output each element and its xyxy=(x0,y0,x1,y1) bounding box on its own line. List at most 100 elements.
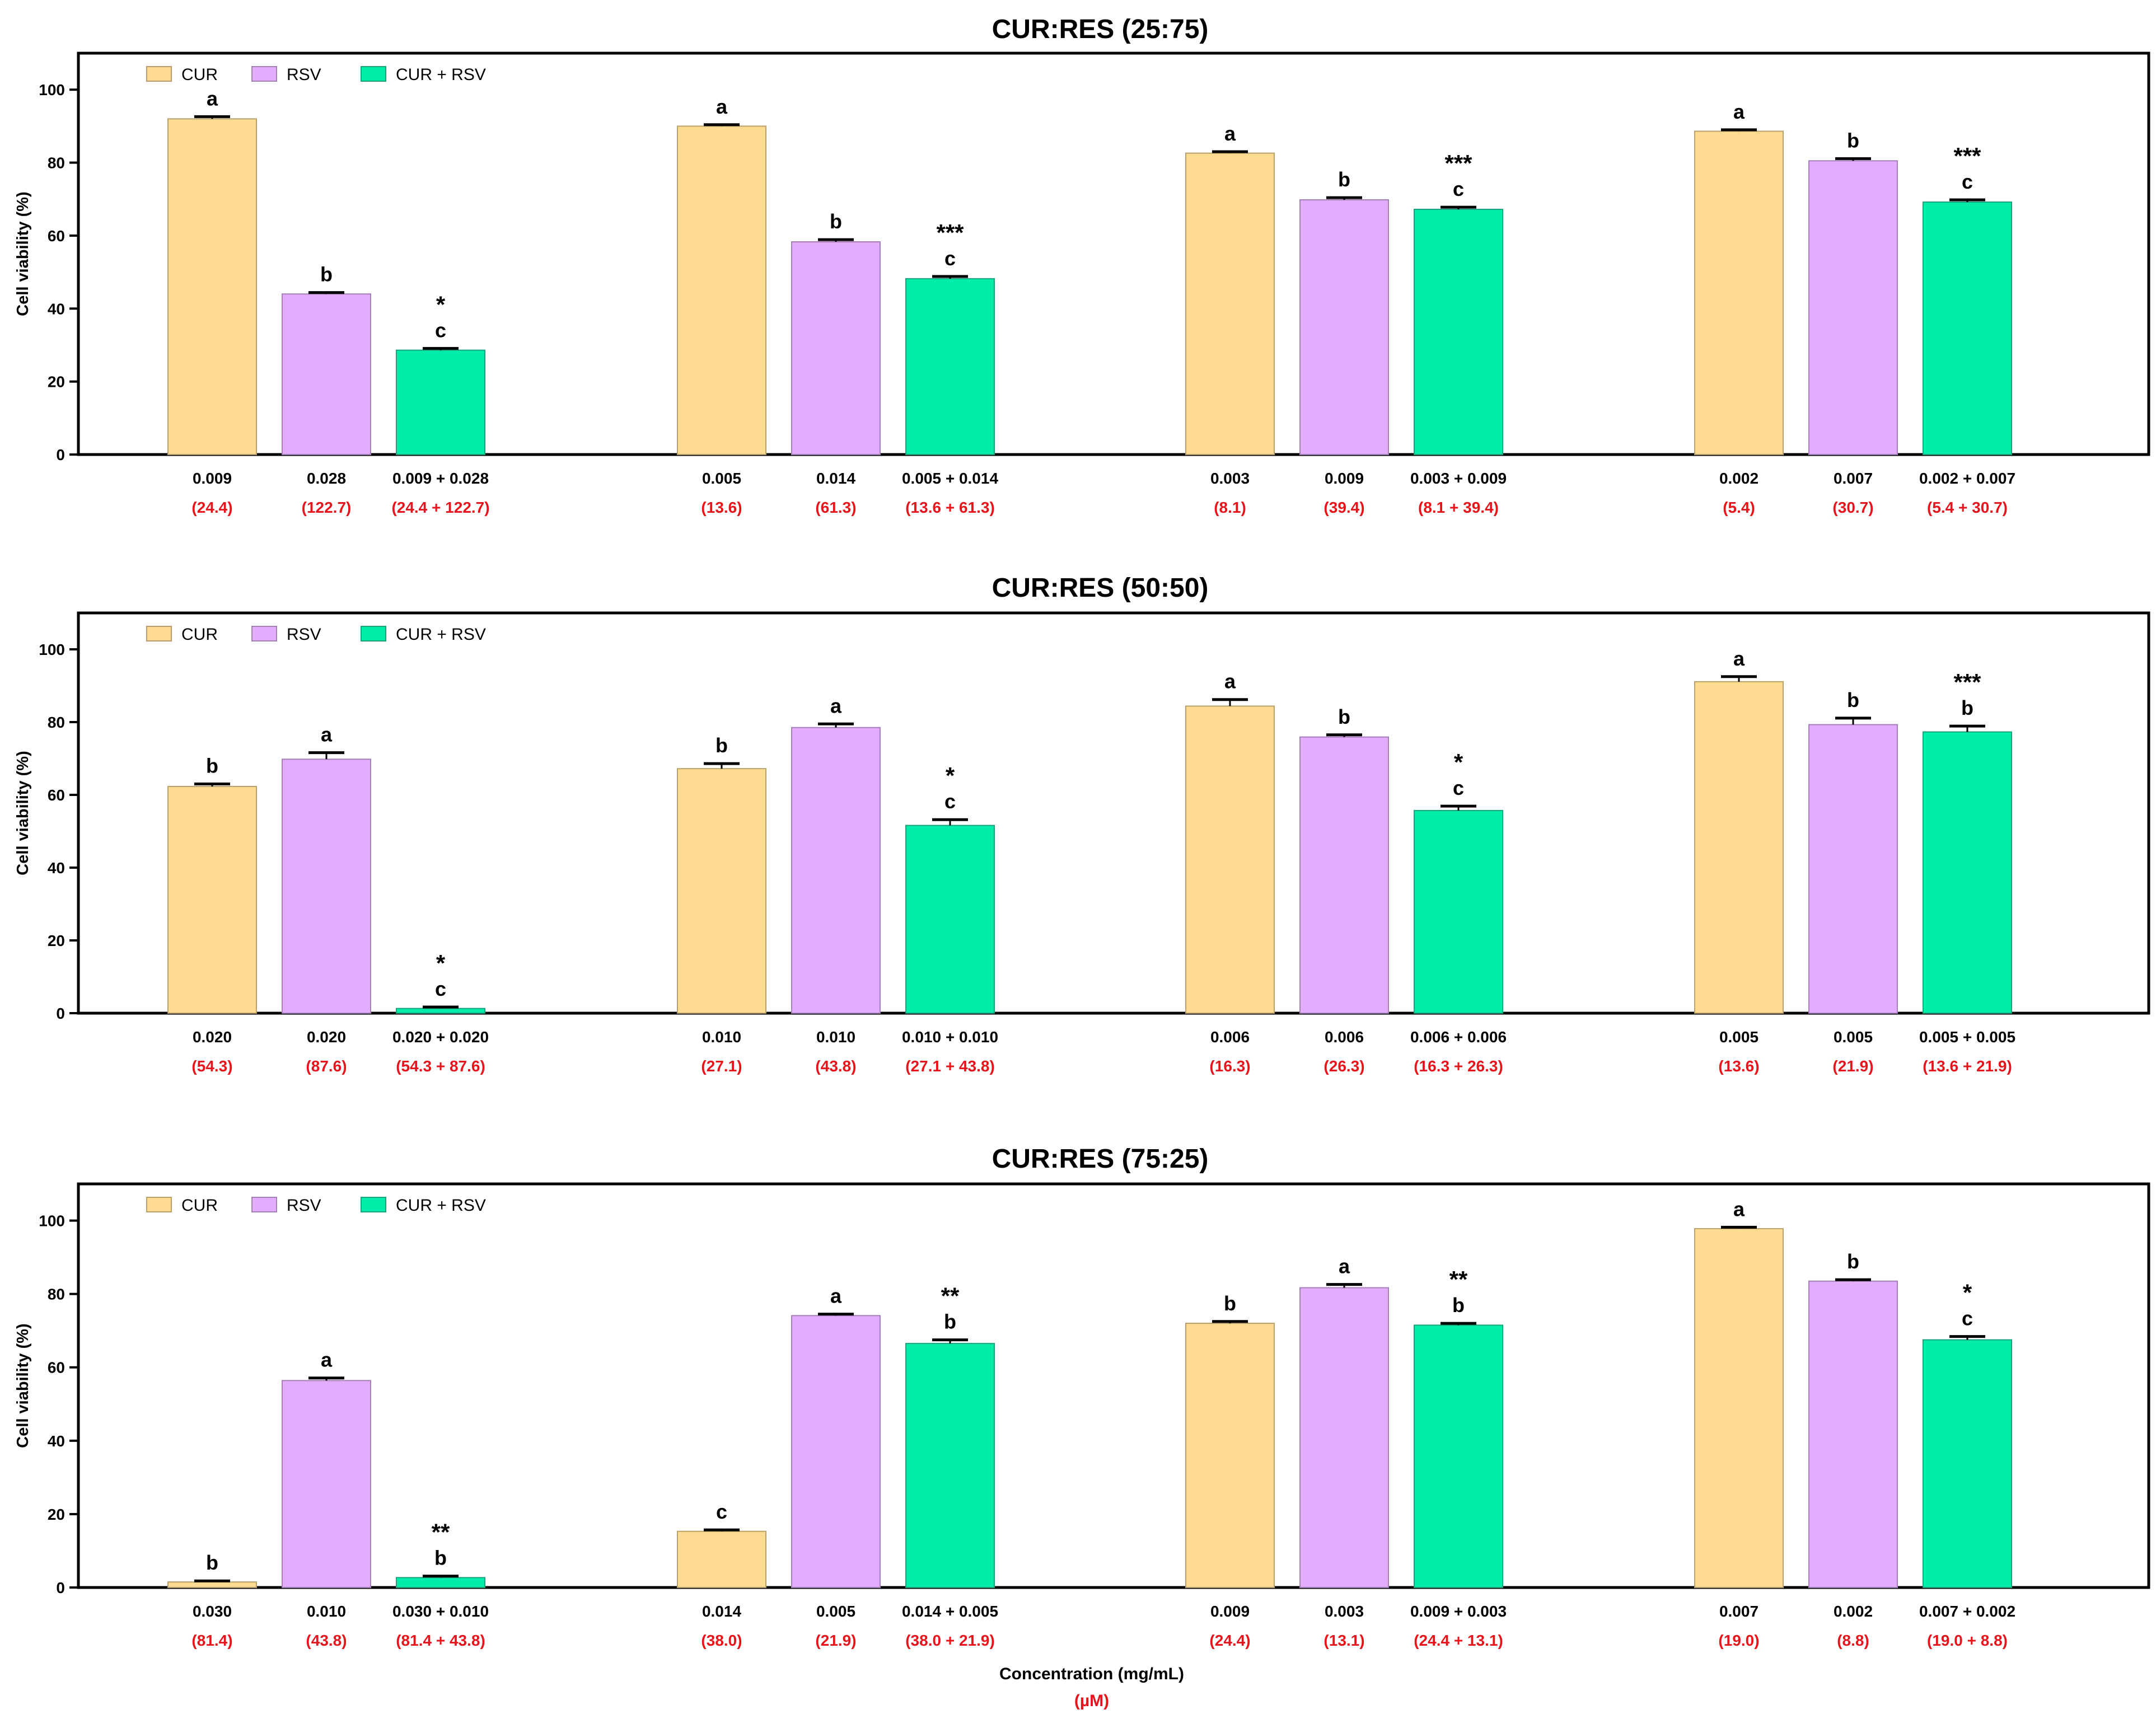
category-label: 0.009 xyxy=(1210,1603,1250,1620)
bar-cur xyxy=(677,1530,766,1589)
significance-letter: a xyxy=(1339,1255,1350,1278)
y-tick-label: 0 xyxy=(56,446,65,463)
bar-cur-rsv xyxy=(1414,809,1503,1014)
significance-stars: ** xyxy=(941,1283,960,1309)
bar-cur-rsv xyxy=(905,1343,995,1589)
legend-label: RSV xyxy=(287,1196,321,1215)
bar-cur-rsv xyxy=(1414,1324,1503,1589)
category-umol-label: (13.6 + 61.3) xyxy=(905,499,995,516)
significance-stars: * xyxy=(946,762,955,789)
category-umol-label: (43.8) xyxy=(815,1057,856,1075)
category-umol-label: (13.6) xyxy=(701,499,742,516)
category-label: 0.014 + 0.005 xyxy=(902,1603,998,1620)
category-umol-label: (13.6) xyxy=(1718,1057,1759,1075)
y-tick-label: 100 xyxy=(39,81,65,99)
significance-letter: b xyxy=(830,210,842,233)
category-umol-label: (24.4) xyxy=(191,499,232,516)
y-tick-label: 0 xyxy=(56,1005,65,1022)
category-umol-label: (87.6) xyxy=(306,1057,347,1075)
bar-cur xyxy=(1185,1323,1275,1589)
significance-letter: b xyxy=(1338,168,1350,191)
category-umol-label: (24.4) xyxy=(1209,1632,1250,1649)
category-label: 0.010 xyxy=(702,1028,741,1046)
significance-letter: a xyxy=(716,95,728,118)
y-tick-label: 40 xyxy=(48,300,65,317)
bar-rsv xyxy=(791,727,881,1014)
category-umol-label: (19.0 + 8.8) xyxy=(1927,1632,2008,1649)
bar-cur xyxy=(677,768,766,1014)
bar-rsv xyxy=(791,1315,881,1588)
significance-letter: b xyxy=(1847,129,1859,152)
legend-label: RSV xyxy=(287,625,321,644)
legend-label: CUR + RSV xyxy=(396,65,486,84)
significance-letter: b xyxy=(944,1310,956,1333)
significance-letter: b xyxy=(1847,689,1859,711)
significance-letter: a xyxy=(830,1285,842,1308)
category-label: 0.009 + 0.003 xyxy=(1410,1603,1507,1620)
legend-swatch xyxy=(361,66,386,82)
category-label: 0.002 xyxy=(1834,1603,1873,1620)
significance-stars: * xyxy=(436,291,446,317)
significance-letter: b xyxy=(715,734,728,757)
legend-swatch xyxy=(251,626,277,641)
bar-rsv xyxy=(1299,736,1389,1014)
legend-swatch xyxy=(251,1197,277,1212)
panel-50-50: CUR:RES (50:50) Cell viability (%) 0 20 40 60… xyxy=(14,573,2150,1075)
category-umol-label: (43.8) xyxy=(306,1632,347,1649)
category-label: 0.005 xyxy=(1834,1028,1873,1046)
y-tick-label: 40 xyxy=(48,859,65,877)
category-label: 0.009 xyxy=(193,470,232,487)
category-label: 0.030 + 0.010 xyxy=(392,1603,489,1620)
category-umol-label: (8.1 + 39.4) xyxy=(1418,499,1499,516)
panel-25-75: CUR:RES (25:75) Cell viability (%) 0 20 40 60… xyxy=(14,15,2150,516)
category-label: 0.007 + 0.002 xyxy=(1919,1603,2015,1620)
bar-cur xyxy=(1694,1228,1784,1589)
significance-stars: * xyxy=(1454,749,1463,775)
category-label: 0.010 xyxy=(307,1603,346,1620)
category-umol-label: (27.1 + 43.8) xyxy=(905,1057,995,1075)
bar-rsv xyxy=(1808,160,1898,455)
category-label: 0.003 xyxy=(1325,1603,1364,1620)
significance-letter: a xyxy=(1224,122,1236,145)
significance-stars: *** xyxy=(936,219,964,246)
y-tick-label: 60 xyxy=(48,1359,65,1376)
legend-label: CUR xyxy=(181,1196,218,1215)
category-label: 0.002 + 0.007 xyxy=(1919,470,2015,487)
category-label: 0.010 xyxy=(816,1028,855,1046)
bar-cur-rsv xyxy=(396,349,485,456)
y-axis-label: Cell viability (%) xyxy=(14,751,32,875)
bar-cur xyxy=(1694,130,1784,456)
x-axis-title: Concentration (mg/mL) xyxy=(999,1665,1184,1683)
panel-75-25: CUR:RES (75:25) Cell viability (%) 0 20 40 60… xyxy=(14,1144,2150,1649)
chart-title: CUR:RES (75:25) xyxy=(992,1144,1209,1174)
category-umol-label: (54.3) xyxy=(191,1057,232,1075)
y-tick-label: 60 xyxy=(48,227,65,245)
category-label: 0.005 xyxy=(1719,1028,1759,1046)
category-umol-label: (61.3) xyxy=(815,499,856,516)
significance-letter: b xyxy=(1224,1292,1236,1315)
significance-letter: c xyxy=(435,319,446,341)
y-axis-label: Cell viability (%) xyxy=(14,1323,32,1448)
bar-rsv xyxy=(791,241,881,455)
category-umol-label: (8.1) xyxy=(1214,499,1246,516)
category-umol-label: (122.7) xyxy=(302,499,352,516)
category-umol-label: (27.1) xyxy=(701,1057,742,1075)
significance-letter: a xyxy=(1733,647,1745,670)
bar-cur-rsv xyxy=(396,1577,485,1589)
significance-letter: c xyxy=(716,1500,727,1523)
category-label: 0.006 + 0.006 xyxy=(1410,1028,1507,1046)
category-label: 0.006 xyxy=(1325,1028,1364,1046)
category-umol-label: (39.4) xyxy=(1323,499,1364,516)
significance-letter: b xyxy=(206,1551,218,1574)
significance-letter: c xyxy=(944,790,956,813)
category-label: 0.010 + 0.010 xyxy=(902,1028,998,1046)
y-tick-label: 20 xyxy=(48,373,65,391)
category-label: 0.014 xyxy=(702,1603,741,1620)
category-label: 0.007 xyxy=(1719,1603,1759,1620)
plot-frame xyxy=(77,51,2150,456)
significance-letter: b xyxy=(1338,705,1350,728)
category-label: 0.007 xyxy=(1834,470,1873,487)
category-label: 0.003 + 0.009 xyxy=(1410,470,1507,487)
category-umol-label: (8.8) xyxy=(1837,1632,1869,1649)
